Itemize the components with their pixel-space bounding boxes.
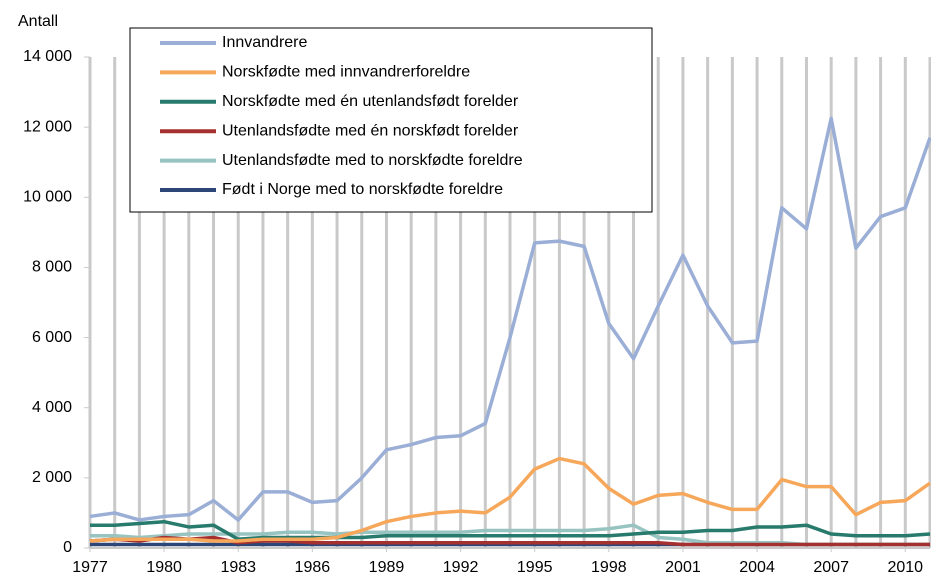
- legend-label: Født i Norge med to norskfødte foreldre: [222, 181, 503, 198]
- x-tick-label: 1995: [517, 559, 553, 576]
- y-tick-label: 4 000: [32, 399, 72, 416]
- legend-label: Innvandrere: [222, 34, 307, 51]
- y-tick-label: 14 000: [23, 48, 72, 65]
- x-tick-label: 1980: [146, 559, 182, 576]
- y-axis-label: Antall: [18, 13, 58, 30]
- x-tick-label: 1989: [369, 559, 405, 576]
- x-tick-label: 1983: [220, 559, 256, 576]
- series-line: [89, 116, 931, 522]
- legend-box: [129, 27, 653, 213]
- x-tick-label: 2010: [887, 559, 923, 576]
- x-tick-label: 1986: [295, 559, 331, 576]
- legend-label: Utenlandsfødte med to norskfødte foreldr…: [222, 152, 523, 169]
- x-tick-label: 1977: [72, 559, 108, 576]
- x-tick-label: 1998: [591, 559, 627, 576]
- y-tick-label: 8 000: [32, 259, 72, 276]
- y-tick-label: 12 000: [23, 118, 72, 135]
- series-line: [90, 519, 931, 541]
- y-tick-label: 2 000: [32, 469, 72, 486]
- x-tick-label: 2004: [739, 559, 775, 576]
- series-line: [89, 456, 931, 543]
- legend-label: Norskfødte med innvandrerforeldre: [222, 64, 470, 81]
- y-tick-label: 10 000: [23, 189, 72, 206]
- y-tick-label: 0: [63, 539, 72, 556]
- x-tick-label: 2001: [665, 559, 701, 576]
- legend: Innvandrere Norskfødte med innvandrerfore…: [129, 27, 653, 213]
- legend-label: Utenlandsfødte med én norskfødt forelder: [222, 122, 519, 139]
- legend-label: Norskfødte med én utenlandsfødt forelder: [222, 93, 519, 110]
- x-tick-label: 1992: [443, 559, 479, 576]
- y-tick-label: 6 000: [32, 329, 72, 346]
- x-tick-label: 2007: [813, 559, 849, 576]
